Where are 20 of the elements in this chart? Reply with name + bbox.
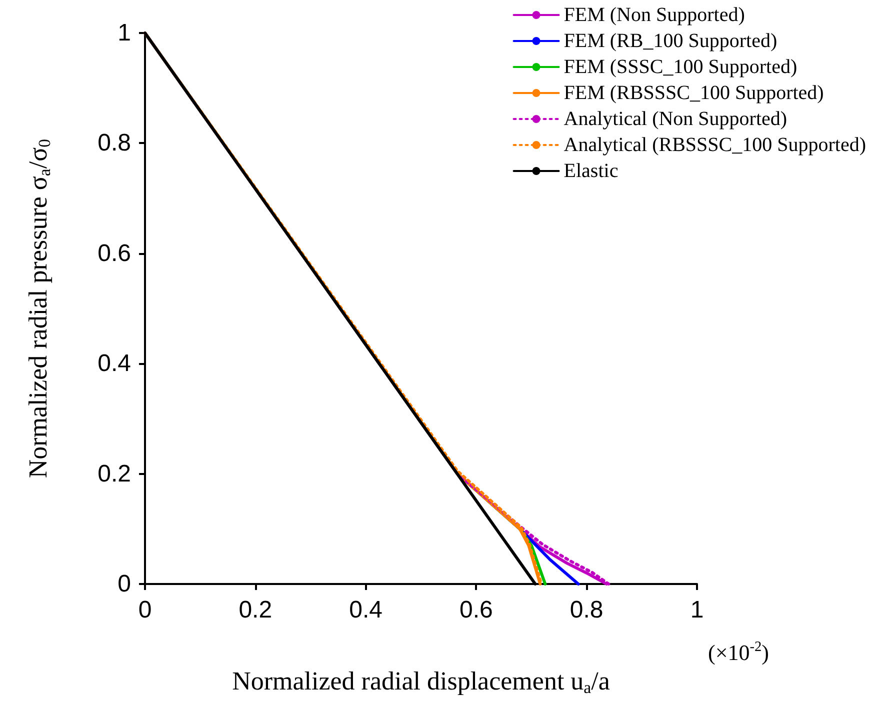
y-tick-label: 0.6	[98, 240, 131, 267]
x-tick-label: 0.8	[570, 596, 604, 624]
x-tick-label: 0	[138, 596, 152, 624]
legend-label: FEM (RB_100 Supported)	[564, 30, 778, 52]
legend-label: Analytical (RBSSSC_100 Supported)	[564, 134, 866, 156]
legend-label: FEM (RBSSSC_100 Supported)	[564, 82, 824, 104]
legend-label: Analytical (Non Supported)	[564, 108, 788, 130]
y-tick-label: 0.2	[98, 460, 131, 488]
legend-label: FEM (Non Supported)	[564, 4, 745, 26]
x-tick-label: 1	[690, 596, 704, 624]
x-tick-label: 0.4	[349, 596, 382, 624]
y-tick-label: 1	[118, 20, 131, 46]
legend-label: Elastic	[564, 160, 618, 182]
x-tick-label: 0.6	[460, 596, 493, 624]
y-axis-title: Normalized radial pressure σa/σ0	[24, 138, 54, 478]
legend-label: FEM (SSSC_100 Supported)	[564, 56, 798, 78]
x-tick-label: 0.2	[238, 596, 272, 624]
y-tick-label: 0.4	[98, 350, 131, 378]
y-tick-label: 0	[118, 570, 131, 598]
y-tick-label: 0.8	[98, 130, 131, 157]
